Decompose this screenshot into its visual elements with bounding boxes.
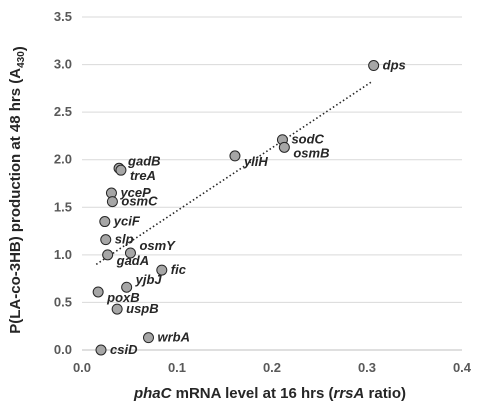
y-axis-title: P(LA-co-3HB) production at 48 hrs (A430)	[7, 46, 28, 334]
axis-title-part: P(LA-co-3HB) production at 48 hrs (A	[7, 68, 24, 334]
point-label-wrbA: wrbA	[158, 330, 191, 345]
point-label-yliH: yliH	[243, 154, 268, 169]
point-label-yjbJ: yjbJ	[135, 272, 163, 287]
point-label-poxB: poxB	[106, 290, 139, 305]
point-label-osmC: osmC	[121, 194, 158, 209]
data-point	[121, 281, 133, 293]
axis-title-part: mRNA level at 16 hrs (	[171, 385, 333, 402]
data-point	[111, 303, 123, 315]
point-label-gadB: gadB	[127, 153, 161, 168]
trendline	[95, 81, 373, 266]
point-label-csiD: csiD	[110, 342, 138, 357]
point-label-slp: slp	[115, 232, 134, 247]
data-point	[368, 60, 380, 72]
y-tick-label: 2.5	[54, 104, 72, 119]
point-label-dps: dps	[383, 58, 406, 73]
x-axis-title: phaC mRNA level at 16 hrs (rrsA ratio)	[133, 385, 406, 402]
x-tick-label: 0.3	[358, 360, 376, 375]
x-tick-label: 0.1	[168, 360, 186, 375]
data-point	[115, 164, 127, 176]
data-point	[95, 344, 107, 356]
data-point	[102, 249, 114, 261]
axis-title-part: 430	[16, 51, 27, 68]
point-label-fic: fic	[171, 262, 187, 277]
trendline-line	[95, 81, 373, 266]
gridlines	[82, 16, 462, 303]
y-tick-label: 0.5	[54, 294, 72, 309]
data-point	[92, 286, 104, 298]
x-tick-label: 0.2	[263, 360, 281, 375]
data-point	[229, 150, 241, 162]
axis-title-part: ratio)	[364, 385, 406, 402]
point-label-uspB: uspB	[126, 301, 158, 316]
data-point	[100, 234, 112, 246]
data-point	[106, 196, 118, 208]
point-label-yceP: yceP	[119, 185, 151, 200]
point-label-gadA: gadA	[116, 253, 149, 268]
x-tick-label: 0.4	[453, 360, 472, 375]
data-point	[143, 332, 154, 344]
y-tick-label: 0.0	[54, 342, 72, 357]
data-point	[278, 141, 290, 153]
tick-labels: 0.0 0.5 1.0 1.5 2.0 2.5 3.0 3.5 0.0 0.1 0.2 0.3 0.4	[54, 9, 472, 375]
point-label-osmY: osmY	[139, 238, 176, 253]
y-tick-label: 3.0	[54, 57, 72, 72]
point-label-treA: treA	[130, 168, 156, 183]
axis-title-part: rrsA	[333, 385, 364, 402]
x-tick-label: 0.0	[73, 360, 91, 375]
y-tick-label: 1.0	[54, 247, 72, 262]
point-label-sodC: sodC	[291, 132, 324, 147]
data-points	[92, 60, 380, 356]
data-point	[156, 264, 168, 276]
axis-title-part: )	[11, 46, 28, 51]
y-tick-label: 2.0	[54, 152, 72, 167]
data-point	[99, 216, 111, 228]
point-label-osmB: osmB	[293, 145, 329, 160]
axis-title-part: phaC	[133, 385, 173, 402]
point-label-yciF: yciF	[113, 214, 141, 229]
y-tick-label: 3.5	[54, 9, 72, 24]
data-point	[124, 247, 136, 259]
y-tick-label: 1.5	[54, 199, 72, 214]
